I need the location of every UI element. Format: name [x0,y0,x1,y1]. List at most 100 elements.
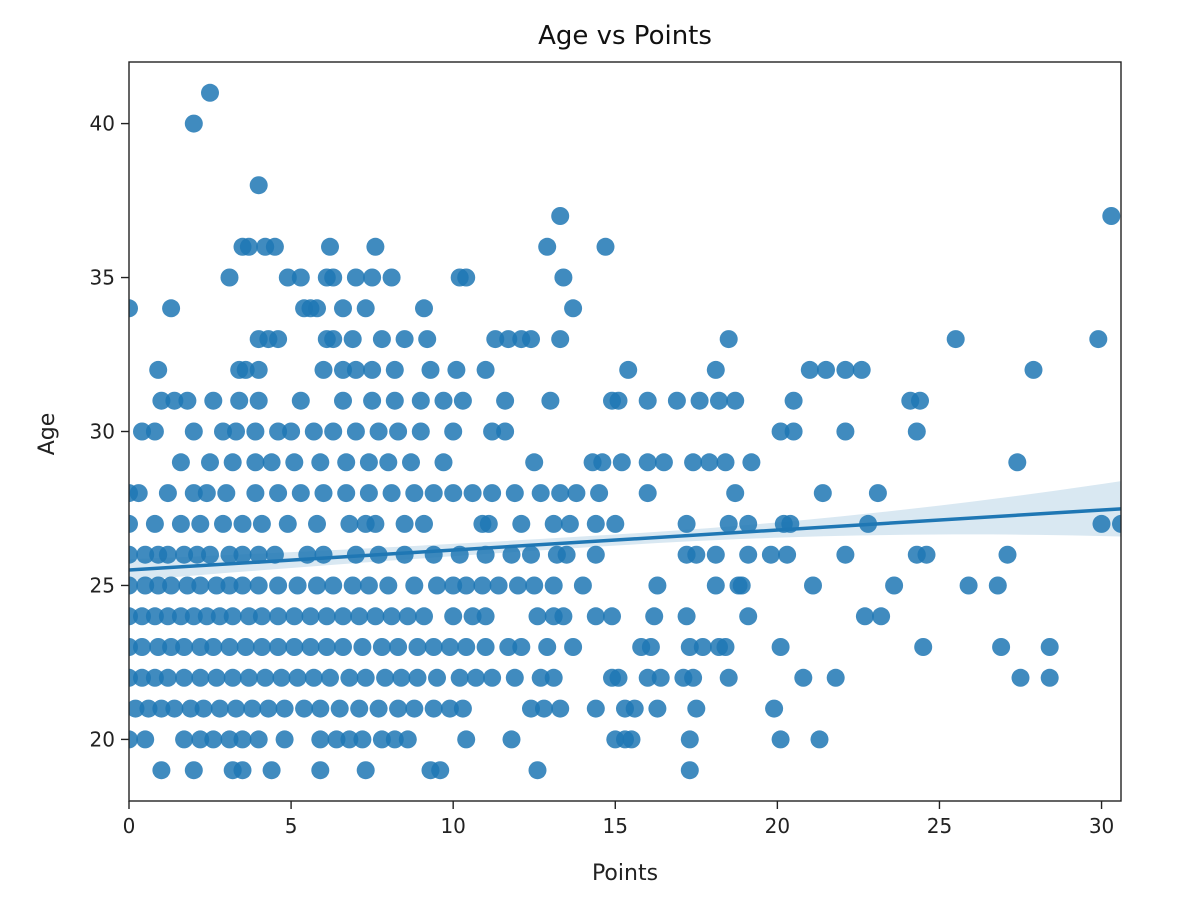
data-point [398,607,417,626]
data-point [706,576,725,595]
data-point [314,484,333,503]
data-point [988,576,1007,595]
data-point [726,391,745,410]
data-point [249,176,268,195]
data-point [411,422,430,441]
data-point [453,391,472,410]
data-point [680,730,699,749]
data-point [677,607,696,626]
data-point [178,576,197,595]
data-point [334,360,352,379]
data-point [1024,360,1043,379]
data-point [239,668,258,687]
data-point [259,699,278,718]
regression-line-layer [129,507,1121,572]
data-point [353,730,372,749]
data-point [914,638,933,656]
data-point [778,545,797,564]
data-point [334,299,352,318]
data-point [363,360,382,379]
data-point [486,330,505,349]
data-point [256,668,275,687]
data-point [223,607,242,626]
data-point [158,607,177,626]
data-point [499,638,518,656]
data-point [269,484,288,503]
data-point [992,638,1011,656]
data-point [444,576,463,595]
data-point [162,638,181,656]
data-point [249,730,268,749]
data-point [907,422,926,441]
data-point [158,668,177,687]
data-point [872,607,891,626]
data-point [220,268,239,287]
data-point [505,668,524,687]
data-point [719,514,738,533]
data-point [551,207,570,225]
data-point [826,668,845,687]
data-point [188,545,207,564]
data-point [201,453,219,472]
data-point [424,484,443,503]
data-point [152,761,171,780]
data-point [424,699,443,718]
data-point [363,268,382,287]
data-point [385,360,404,379]
data-point [739,545,758,564]
data-point [528,607,547,626]
data-point [308,514,326,533]
data-point [129,576,138,595]
data-point [239,607,258,626]
data-point [463,607,482,626]
data-point [334,391,352,410]
data-point [210,699,229,718]
data-point [586,699,605,718]
data-point [489,576,508,595]
data-point [551,484,570,503]
data-point [236,638,255,656]
data-point [573,576,592,595]
data-point [651,668,670,687]
data-point [476,638,495,656]
x-tick-label: 30 [1089,814,1114,838]
data-point [210,607,229,626]
data-point [476,545,495,564]
data-point [586,607,605,626]
data-point [739,607,758,626]
data-point [129,299,138,318]
x-tick-label: 15 [603,814,628,838]
data-point [129,484,148,503]
data-point [395,514,414,533]
data-point [817,360,835,379]
data-point [191,730,210,749]
data-point [415,514,433,533]
data-point [800,360,819,379]
data-point [551,330,570,349]
data-point [288,668,307,687]
data-point [466,668,485,687]
data-point [308,299,326,318]
data-point [191,514,210,533]
data-point [398,730,417,749]
data-point [483,668,502,687]
data-point [334,638,352,656]
data-point [171,514,190,533]
data-point [175,545,194,564]
data-point [346,268,365,287]
data-point [716,638,735,656]
data-point [719,668,738,687]
data-point [133,668,151,687]
data-point [1102,207,1121,225]
data-point [771,638,790,656]
data-point [804,576,822,595]
data-point [405,576,424,595]
data-point [275,699,294,718]
data-point [194,699,213,718]
data-point [278,514,297,533]
data-point [145,422,164,441]
data-point [246,422,265,441]
data-point [372,638,391,656]
data-point [450,668,469,687]
data-point [593,453,612,472]
